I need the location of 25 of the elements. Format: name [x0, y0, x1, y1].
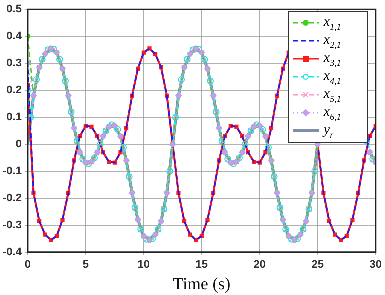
x-tick-label: 10	[138, 259, 150, 272]
legend-label: y$_{r}$	[324, 122, 334, 140]
legend-label: x$_{3,1}$	[324, 50, 342, 68]
legend-label: x$_{5,1}$	[324, 86, 342, 104]
y-tick-label: -0.4	[2, 246, 23, 258]
y-tick-label: 0.5	[6, 4, 22, 16]
x-tick-label: 15	[196, 259, 208, 272]
x-tick-label: 30	[370, 259, 382, 272]
x-axis-title: Time (s)	[173, 274, 231, 294]
x-tick-label: 25	[312, 259, 324, 272]
y-tick-label: 0.3	[6, 58, 22, 70]
y-tick-label: -0.2	[2, 192, 22, 204]
x-tick-label: 20	[254, 259, 266, 272]
x-tick-label: 5	[82, 259, 90, 272]
y-tick-label: 0	[16, 138, 22, 151]
legend-label: x$_{2,1}$	[324, 32, 342, 50]
legend-label: x$_{1,1}$	[324, 14, 342, 32]
x-tick-label: 0	[24, 259, 32, 272]
y-tick-label: 0.1	[6, 112, 22, 124]
legend-label: x$_{6,1}$	[324, 104, 342, 122]
y-tick-label: 0.4	[6, 30, 23, 43]
y-tick-label: 0.2	[6, 84, 22, 97]
y-tick-label: -0.3	[2, 219, 22, 232]
y-tick-label: -0.1	[2, 166, 22, 178]
legend-label: x$_{4,1}$	[324, 68, 342, 86]
